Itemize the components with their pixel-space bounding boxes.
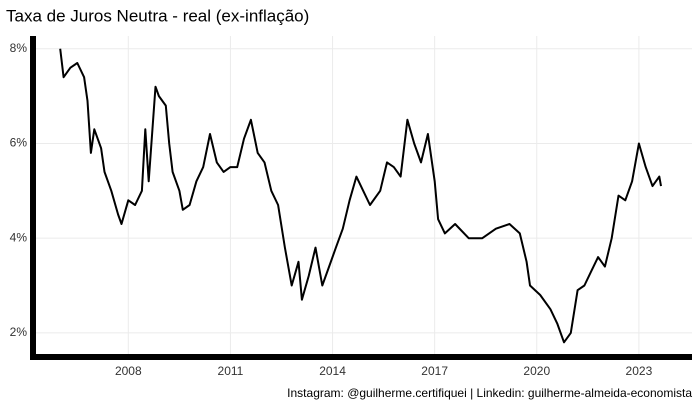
- x-tick-label: 2023: [626, 364, 653, 378]
- x-tick-label: 2011: [218, 364, 244, 378]
- y-tick-label: 8%: [10, 41, 28, 55]
- caption: Instagram: @guilherme.certifiquei | Link…: [287, 386, 692, 400]
- x-tick-label: 2014: [319, 364, 346, 378]
- x-tick-label: 2017: [421, 364, 448, 378]
- x-tick-label: 2020: [523, 364, 550, 378]
- plot-layer: [59, 48, 662, 344]
- y-tick-label: 4%: [10, 230, 28, 244]
- grid-layer: [33, 36, 692, 357]
- chart-title: Taxa de Juros Neutra - real (ex-inflação…: [6, 6, 309, 25]
- x-tick-label: 2008: [115, 364, 142, 378]
- y-tick-label: 2%: [10, 325, 28, 339]
- data-line: [59, 48, 662, 344]
- y-tick-label: 6%: [10, 136, 28, 150]
